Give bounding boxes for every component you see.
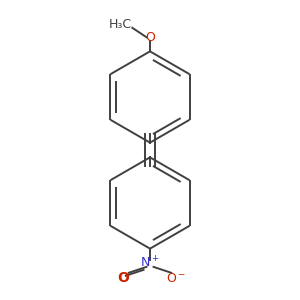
Text: N$^+$: N$^+$ — [140, 256, 160, 271]
Text: H₃C: H₃C — [109, 18, 132, 32]
Text: O: O — [145, 31, 155, 44]
Text: O: O — [118, 271, 129, 285]
Text: O$^-$: O$^-$ — [167, 272, 187, 285]
